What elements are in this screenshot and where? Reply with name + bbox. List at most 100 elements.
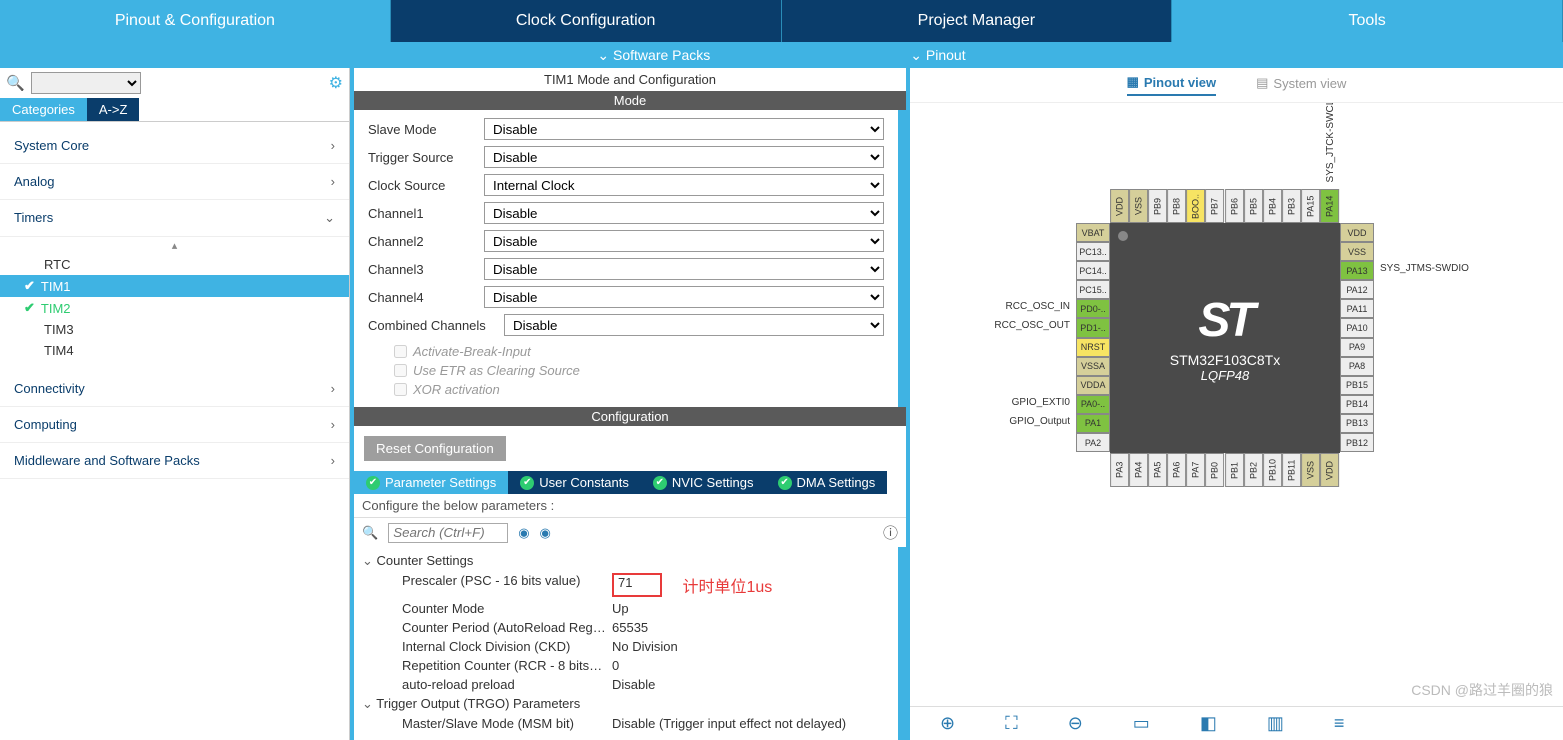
- category-timers[interactable]: Timers⌄: [0, 200, 349, 237]
- pin-pa8[interactable]: PA8: [1340, 357, 1374, 376]
- pin-vbat[interactable]: VBAT: [1076, 223, 1110, 242]
- rcr-value[interactable]: 0: [612, 658, 619, 673]
- pin-pa6[interactable]: PA6: [1167, 453, 1186, 487]
- counter-mode-value[interactable]: Up: [612, 601, 629, 616]
- pin-boo[interactable]: BOO..: [1186, 189, 1205, 223]
- pin-pa15[interactable]: PA15: [1301, 189, 1320, 223]
- pin-vss[interactable]: VSS: [1340, 242, 1374, 261]
- pin-pb7[interactable]: PB7: [1205, 189, 1224, 223]
- category-connectivity[interactable]: Connectivity›: [0, 371, 349, 407]
- sort-icon[interactable]: ▴: [0, 237, 349, 254]
- timer-tim1[interactable]: ✔TIM1: [0, 275, 349, 297]
- pin-pb11[interactable]: PB11: [1282, 453, 1301, 487]
- channel2-select[interactable]: Disable: [484, 230, 884, 252]
- tab-nvic-settings[interactable]: ✔NVIC Settings: [641, 471, 766, 494]
- xor-checkbox[interactable]: [394, 383, 407, 396]
- category-computing[interactable]: Computing›: [0, 407, 349, 443]
- category-system-core[interactable]: System Core›: [0, 128, 349, 164]
- pin-pc14[interactable]: PC14..: [1076, 261, 1110, 280]
- category-middleware[interactable]: Middleware and Software Packs›: [0, 443, 349, 479]
- category-analog[interactable]: Analog›: [0, 164, 349, 200]
- pin-pc13[interactable]: PC13..: [1076, 242, 1110, 261]
- pin-vdd[interactable]: VDD: [1320, 453, 1339, 487]
- zoom-out-icon[interactable]: ⊖: [1068, 713, 1083, 734]
- pin-pd1[interactable]: PD1-..: [1076, 318, 1110, 337]
- software-packs-menu[interactable]: ⌄ Software Packs: [597, 47, 710, 64]
- pin-pb0[interactable]: PB0: [1205, 453, 1224, 487]
- timer-rtc[interactable]: RTC: [0, 254, 349, 275]
- pin-pa0[interactable]: PA0-..: [1076, 395, 1110, 414]
- counter-period-value[interactable]: 65535: [612, 620, 648, 635]
- tab-az[interactable]: A->Z: [87, 98, 140, 121]
- pinout-view-tab[interactable]: ▦Pinout view: [1127, 74, 1217, 96]
- reset-configuration-button[interactable]: Reset Configuration: [364, 436, 506, 461]
- channel3-select[interactable]: Disable: [484, 258, 884, 280]
- info-icon[interactable]: ⓘ: [883, 522, 898, 543]
- pin-pa3[interactable]: PA3: [1110, 453, 1129, 487]
- pin-vdd[interactable]: VDD: [1110, 189, 1129, 223]
- tab-categories[interactable]: Categories: [0, 98, 87, 121]
- tab-pinout-config[interactable]: Pinout & Configuration: [0, 0, 391, 42]
- timer-tim3[interactable]: TIM3: [0, 319, 349, 340]
- tool-icon-3[interactable]: ▥: [1267, 713, 1284, 734]
- pin-pc15[interactable]: PC15..: [1076, 280, 1110, 299]
- tool-icon-1[interactable]: ▭: [1133, 713, 1150, 734]
- tab-clock-config[interactable]: Clock Configuration: [391, 0, 782, 42]
- timer-tim2[interactable]: ✔TIM2: [0, 297, 349, 319]
- pin-pb2[interactable]: PB2: [1244, 453, 1263, 487]
- param-search-input[interactable]: [388, 523, 508, 543]
- msm-value[interactable]: Disable (Trigger input effect not delaye…: [612, 716, 846, 731]
- pin-pa14[interactable]: PA14: [1320, 189, 1339, 223]
- pin-pa11[interactable]: PA11: [1340, 299, 1374, 318]
- clock-source-select[interactable]: Internal Clock: [484, 174, 884, 196]
- next-icon[interactable]: ◉: [540, 525, 551, 541]
- pin-pb15[interactable]: PB15: [1340, 376, 1374, 395]
- prev-icon[interactable]: ◉: [518, 525, 529, 541]
- pin-pa2[interactable]: PA2: [1076, 433, 1110, 452]
- pin-pa13[interactable]: PA13: [1340, 261, 1374, 280]
- pin-pb3[interactable]: PB3: [1282, 189, 1301, 223]
- pin-vss[interactable]: VSS: [1129, 189, 1148, 223]
- pin-pa4[interactable]: PA4: [1129, 453, 1148, 487]
- pinout-canvas[interactable]: ST STM32F103C8Tx LQFP48 VBATPC13..PC14..…: [910, 103, 1563, 706]
- pin-pb5[interactable]: PB5: [1244, 189, 1263, 223]
- channel1-select[interactable]: Disable: [484, 202, 884, 224]
- pin-pb13[interactable]: PB13: [1340, 414, 1374, 433]
- tab-user-constants[interactable]: ✔User Constants: [508, 471, 641, 494]
- pin-pb4[interactable]: PB4: [1263, 189, 1282, 223]
- tool-icon-2[interactable]: ◧: [1200, 713, 1217, 734]
- pin-pa7[interactable]: PA7: [1186, 453, 1205, 487]
- trgo-header[interactable]: Trigger Output (TRGO) Parameters: [362, 694, 890, 714]
- pinout-menu[interactable]: ⌄ Pinout: [910, 47, 965, 64]
- zoom-in-icon[interactable]: ⊕: [940, 713, 955, 734]
- trigger-source-select[interactable]: Disable: [484, 146, 884, 168]
- tab-parameter-settings[interactable]: ✔Parameter Settings: [354, 471, 508, 494]
- pin-pa12[interactable]: PA12: [1340, 280, 1374, 299]
- pin-pa10[interactable]: PA10: [1340, 318, 1374, 337]
- pin-pa5[interactable]: PA5: [1148, 453, 1167, 487]
- pin-pb8[interactable]: PB8: [1167, 189, 1186, 223]
- pin-pb10[interactable]: PB10: [1263, 453, 1282, 487]
- combined-channels-select[interactable]: Disable: [504, 314, 884, 336]
- tab-dma-settings[interactable]: ✔DMA Settings: [766, 471, 888, 494]
- pin-vdd[interactable]: VDD: [1340, 223, 1374, 242]
- timer-tim4[interactable]: TIM4: [0, 340, 349, 361]
- ckd-value[interactable]: No Division: [612, 639, 678, 654]
- channel4-select[interactable]: Disable: [484, 286, 884, 308]
- pin-vss[interactable]: VSS: [1301, 453, 1320, 487]
- pin-vssa[interactable]: VSSA: [1076, 357, 1110, 376]
- activate-break-checkbox[interactable]: [394, 345, 407, 358]
- arp-value[interactable]: Disable: [612, 677, 655, 692]
- settings-icon[interactable]: ⚙: [329, 73, 343, 93]
- tab-project-manager[interactable]: Project Manager: [782, 0, 1173, 42]
- pin-pd0[interactable]: PD0-..: [1076, 299, 1110, 318]
- use-etr-checkbox[interactable]: [394, 364, 407, 377]
- pin-pb14[interactable]: PB14: [1340, 395, 1374, 414]
- tab-tools[interactable]: Tools: [1172, 0, 1563, 42]
- pin-pb9[interactable]: PB9: [1148, 189, 1167, 223]
- pin-pb6[interactable]: PB6: [1225, 189, 1244, 223]
- prescaler-value[interactable]: 71: [612, 573, 662, 597]
- pin-pa9[interactable]: PA9: [1340, 338, 1374, 357]
- counter-settings-header[interactable]: Counter Settings: [362, 551, 890, 571]
- slave-mode-select[interactable]: Disable: [484, 118, 884, 140]
